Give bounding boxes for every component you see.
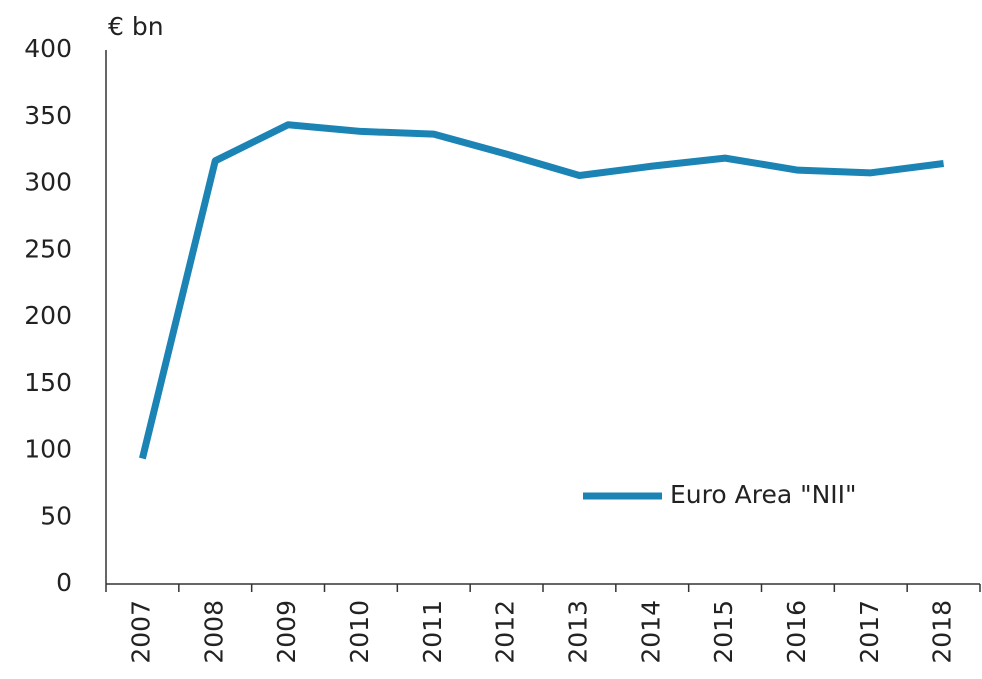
x-tick-label: 2016 [782, 600, 811, 664]
y-tick-label: 300 [24, 168, 72, 197]
x-tick-label: 2017 [855, 600, 884, 664]
y-tick-label: 150 [24, 368, 72, 397]
x-tick-label: 2011 [418, 600, 447, 664]
x-tick-label: 2010 [345, 600, 374, 664]
y-tick-label: 200 [24, 301, 72, 330]
y-axis-label: € bn [108, 12, 164, 41]
data-line [139, 121, 945, 460]
x-tick-label: 2012 [491, 600, 520, 664]
y-tick-label: 100 [24, 435, 72, 464]
x-tick-label: 2014 [636, 600, 665, 664]
y-tick-label: 0 [56, 568, 72, 597]
x-tick-label: 2015 [709, 600, 738, 664]
x-tick-label: 2009 [272, 600, 301, 664]
x-tick-label: 2008 [199, 600, 228, 664]
x-tick-label: 2018 [928, 600, 957, 664]
x-tick-label: 2013 [563, 600, 592, 664]
x-tick-label: 2007 [126, 600, 155, 664]
y-tick-label: 400 [24, 34, 72, 63]
legend-label: Euro Area "NII" [670, 480, 857, 509]
y-tick-label: 50 [40, 501, 72, 530]
y-tick-label: 350 [24, 101, 72, 130]
y-tick-label: 250 [24, 234, 72, 263]
